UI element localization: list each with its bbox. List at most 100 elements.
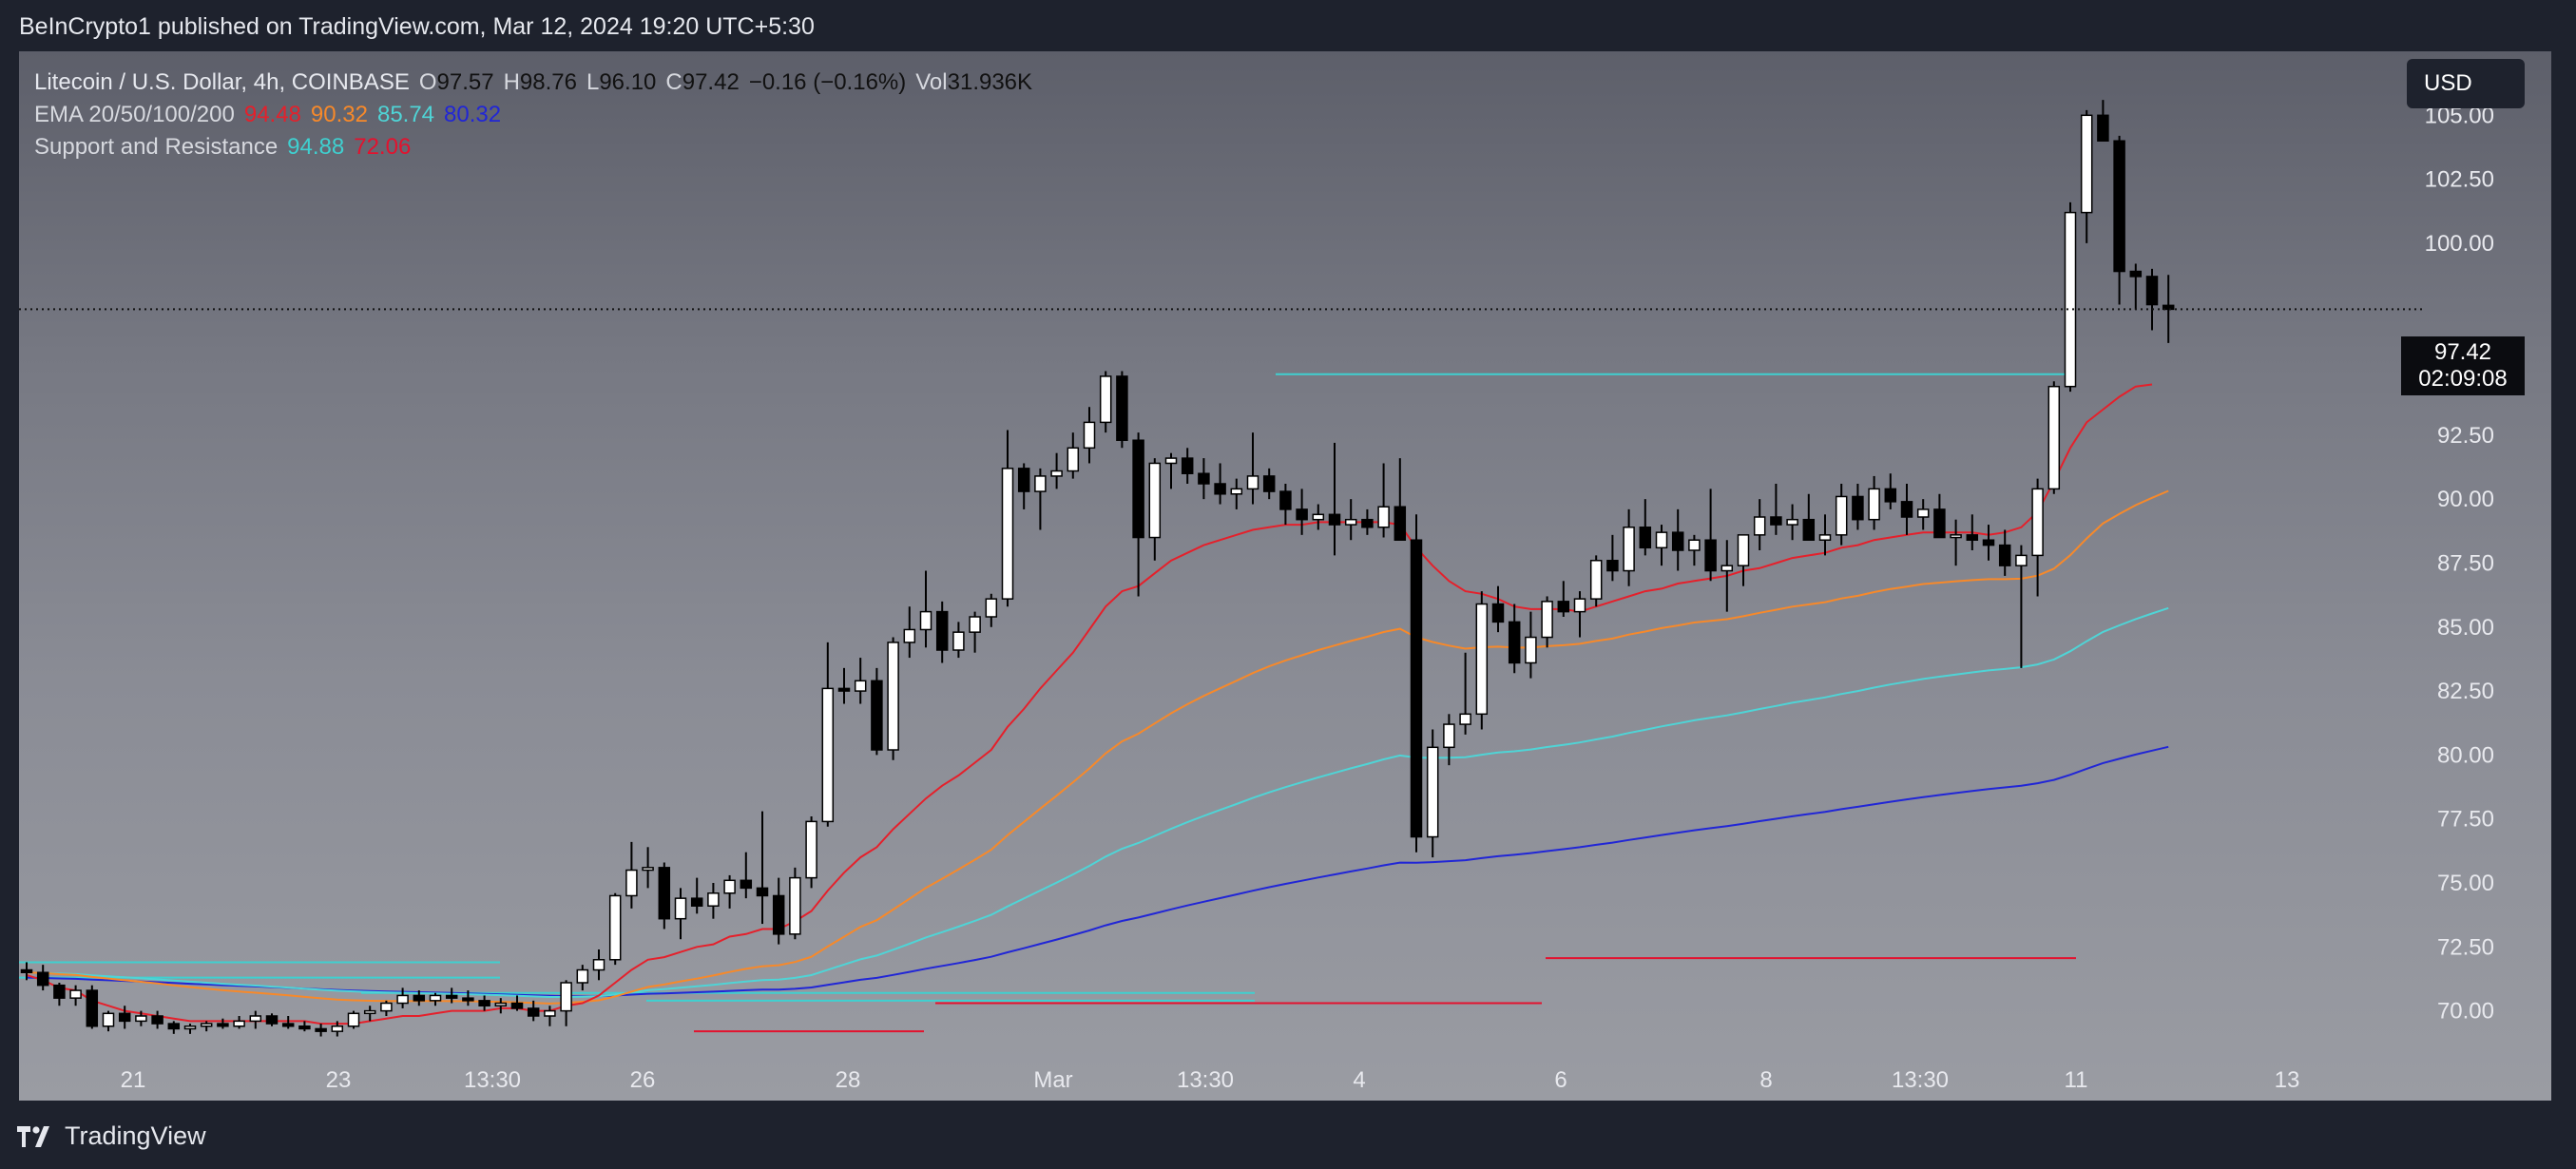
candle-bear — [690, 897, 703, 907]
currency-button[interactable]: USD — [2407, 59, 2525, 108]
x-tick-label: 13:30 — [1892, 1067, 1949, 1093]
candle-bull — [544, 1009, 556, 1017]
ema20-line — [26, 383, 2153, 1025]
candle-bull — [233, 1020, 245, 1027]
bar-countdown: 02:09:08 — [2418, 366, 2508, 392]
x-tick-label: 13 — [2275, 1067, 2300, 1093]
ema100-line — [26, 606, 2169, 998]
ema20-value: 94.48 — [243, 102, 301, 127]
candle-bear — [1933, 508, 1946, 539]
sr-row[interactable]: Support and Resistance 94.88 72.06 — [34, 131, 1032, 163]
candle-bear — [36, 971, 49, 987]
tradingview-logo-icon — [17, 1125, 49, 1147]
candle-bull — [1688, 539, 1701, 551]
candle-bull — [642, 867, 654, 872]
x-tick-label: 13:30 — [464, 1067, 521, 1093]
candle-bear — [1802, 518, 1816, 541]
candle-bull — [183, 1025, 197, 1030]
candle-bear — [1491, 603, 1505, 623]
close-label: C — [665, 69, 682, 95]
close-value: 97.42 — [682, 69, 740, 95]
candle-bull — [1541, 601, 1553, 639]
candle-bull — [396, 994, 409, 1005]
candle-bear — [462, 997, 474, 1002]
candle-bear — [935, 610, 949, 651]
candle-bear — [1262, 475, 1276, 492]
candle-bull — [429, 994, 442, 1002]
candle-bear — [118, 1012, 131, 1023]
volume-value: 31.936K — [947, 69, 1033, 95]
candle-bull — [1868, 488, 1880, 521]
volume-label: Vol — [915, 69, 948, 95]
candle-bull — [494, 1002, 508, 1006]
candle-bear — [315, 1027, 327, 1032]
candle-bear — [1181, 457, 1194, 474]
candle-bull — [363, 1009, 376, 1015]
candle-bear — [837, 687, 851, 692]
candle-bear — [1770, 516, 1782, 526]
ema100-value: 85.74 — [376, 102, 435, 127]
x-tick-label: 8 — [1759, 1067, 1772, 1093]
candle-bull — [707, 892, 720, 907]
candle-bull — [560, 982, 572, 1012]
candle-bear — [1852, 495, 1864, 521]
candle-bull — [1148, 462, 1162, 539]
candle-bull — [2047, 385, 2061, 490]
candle-bear — [871, 680, 883, 751]
candle-bear — [151, 1015, 163, 1025]
sr-label: Support and Resistance — [34, 134, 279, 160]
candle-bear — [1116, 375, 1128, 441]
candle-bull — [1246, 475, 1259, 490]
ema-row[interactable]: EMA 20/50/100/200 94.48 90.32 85.74 80.3… — [34, 99, 1032, 131]
candle-bull — [1950, 534, 1962, 539]
candle-bear — [281, 1023, 295, 1027]
ema50-value: 90.32 — [310, 102, 368, 127]
candle-bull — [1818, 534, 1832, 541]
symbol-title[interactable]: Litecoin / U.S. Dollar, 4h, COINBASE — [34, 69, 410, 95]
candle-bear — [756, 887, 769, 897]
candle-bull — [1426, 746, 1439, 838]
candle-bear — [445, 994, 458, 999]
y-tick-label: 82.50 — [2437, 679, 2494, 704]
brand-name: TradingView — [65, 1121, 206, 1150]
candle-bear — [53, 984, 66, 999]
candle-bull — [200, 1023, 213, 1027]
candle-bear — [658, 867, 671, 920]
candle-bull — [919, 610, 932, 631]
candle-bull — [69, 989, 82, 999]
x-tick-label: 11 — [2065, 1067, 2088, 1093]
ema200-line — [26, 745, 2169, 998]
candle-bull — [1916, 508, 1930, 518]
candle-bear — [1966, 534, 1979, 541]
y-tick-label: 100.00 — [2425, 231, 2494, 257]
price-chart[interactable]: 105.00102.50100.0095.0092.5090.0087.5085… — [19, 51, 2551, 1101]
candle-bear — [2097, 114, 2109, 142]
x-tick-label: 23 — [326, 1067, 352, 1093]
y-tick-label: 70.00 — [2437, 999, 2494, 1025]
candle-bull — [331, 1025, 344, 1032]
low-value: 96.10 — [599, 69, 657, 95]
x-tick-label: 13:30 — [1177, 1067, 1234, 1093]
candle-bear — [217, 1023, 229, 1027]
candle-bear — [2129, 270, 2143, 278]
candle-bear — [740, 879, 753, 890]
candle-bear — [478, 1000, 490, 1006]
candle-bull — [380, 1002, 393, 1012]
chart-area[interactable]: 105.00102.50100.0095.0092.5090.0087.5085… — [19, 51, 2551, 1101]
y-tick-label: 72.50 — [2437, 934, 2494, 960]
candle-bull — [608, 894, 622, 961]
candle-bull — [102, 1012, 115, 1027]
candle-bull — [854, 680, 867, 692]
candle-bear — [1606, 560, 1619, 572]
tradingview-logo[interactable]: TradingView — [17, 1121, 206, 1151]
x-tick-label: 4 — [1353, 1067, 1365, 1093]
candle-bear — [1017, 468, 1030, 492]
candle-bull — [1786, 518, 1798, 526]
candle-bear — [1557, 601, 1570, 613]
candle-bear — [1214, 483, 1226, 495]
candle-bear — [1198, 472, 1210, 485]
candle-bear — [86, 989, 99, 1027]
resistance-value: 94.88 — [287, 134, 345, 160]
candle-bear — [1900, 501, 1913, 518]
candle-bull — [1001, 468, 1014, 600]
